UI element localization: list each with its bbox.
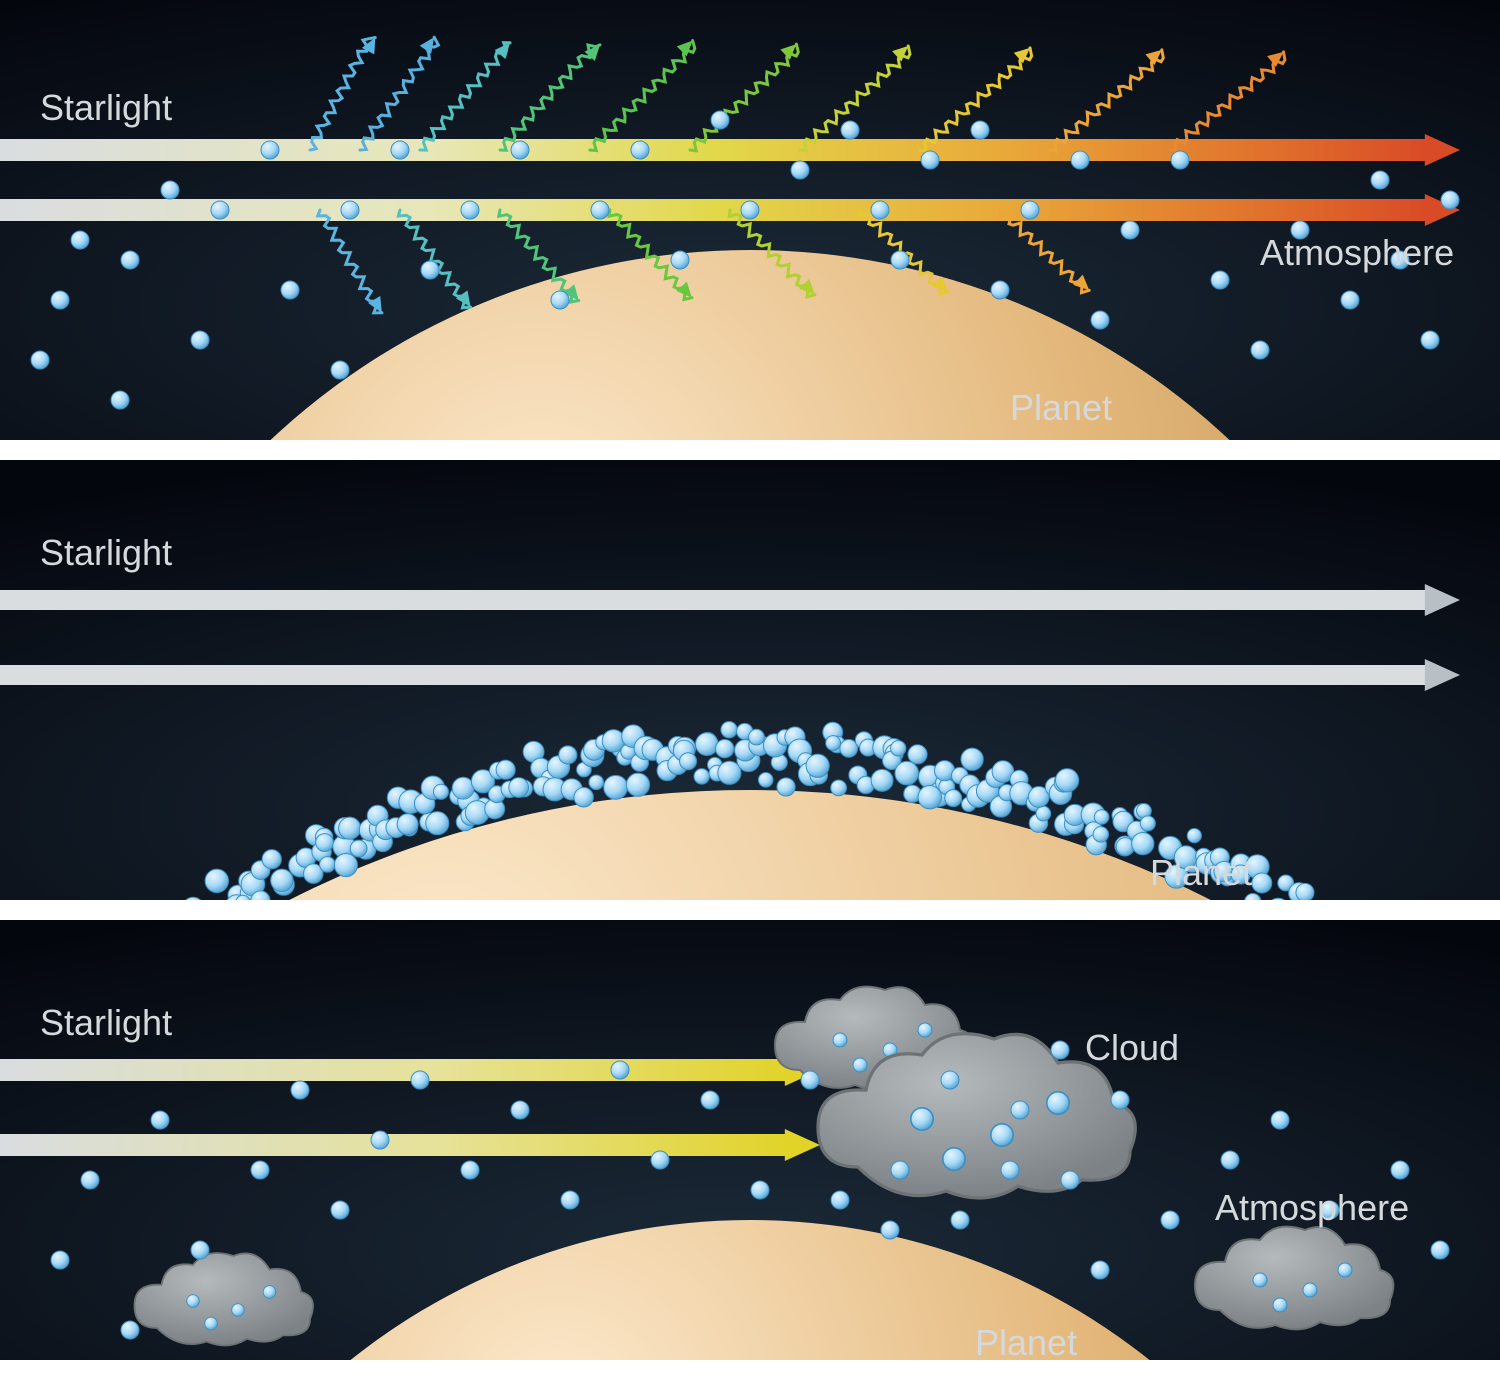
panel-scattering: Starlight Planet Atmosphere [0, 0, 1500, 440]
panel-clouds-svg: Starlight Cloud Atmosphere Planet [0, 920, 1500, 1360]
label-starlight: Starlight [40, 87, 172, 128]
label-planet: Planet [1010, 387, 1112, 428]
panel-no-atmosphere-svg: Starlight Planet [0, 460, 1500, 900]
label-planet: Planet [1150, 852, 1252, 893]
label-cloud: Cloud [1085, 1027, 1179, 1068]
label-starlight: Starlight [40, 532, 172, 573]
panel-scattering-svg: Starlight Planet Atmosphere [0, 0, 1500, 440]
label-atmosphere: Atmosphere [1215, 1187, 1409, 1228]
diagram-container: Starlight Planet Atmosphere S [0, 0, 1500, 1360]
panel-clouds: Starlight Cloud Atmosphere Planet [0, 920, 1500, 1360]
label-planet: Planet [975, 1322, 1077, 1360]
label-starlight: Starlight [40, 1002, 172, 1043]
panel-no-atmosphere: Starlight Planet [0, 460, 1500, 900]
label-atmosphere: Atmosphere [1260, 232, 1454, 273]
